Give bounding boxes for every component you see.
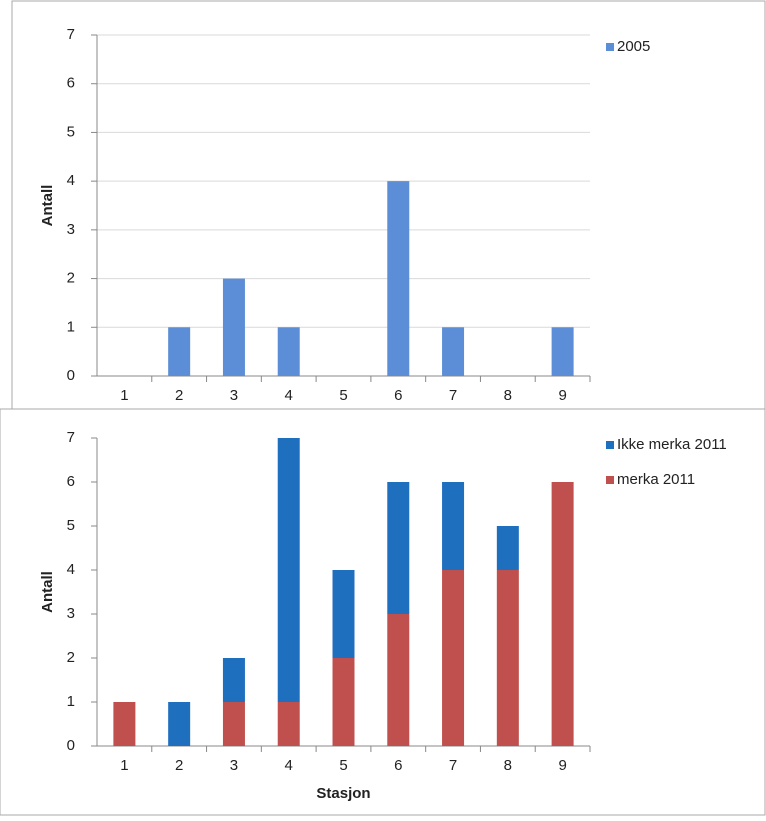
legend-label: merka 2011 <box>617 471 695 488</box>
legend-swatch <box>606 43 614 51</box>
bar-segment <box>387 482 410 614</box>
y-tick-label: 0 <box>67 737 75 754</box>
bar <box>168 327 191 376</box>
bar-segment <box>551 482 574 746</box>
x-tick-label: 6 <box>394 757 402 774</box>
y-axis-label: Antall <box>39 571 56 613</box>
bar <box>277 327 300 376</box>
x-tick-label: 5 <box>339 757 347 774</box>
x-tick-label: 1 <box>120 757 128 774</box>
x-axis-label: Stasjon <box>316 785 370 802</box>
x-tick-label: 8 <box>504 387 512 404</box>
legend-swatch <box>606 476 614 484</box>
y-tick-label: 0 <box>67 367 75 384</box>
bar-segment <box>222 658 245 702</box>
bar-segment <box>113 702 136 746</box>
bar-segment <box>442 570 465 746</box>
legend-label: Ikke merka 2011 <box>617 436 727 453</box>
panel-frame <box>0 408 766 816</box>
y-tick-label: 1 <box>67 693 75 710</box>
legend-swatch <box>606 441 614 449</box>
y-tick-label: 1 <box>67 318 75 335</box>
y-tick-label: 3 <box>67 221 75 238</box>
bar-segment <box>387 614 410 746</box>
y-tick-label: 7 <box>67 26 75 43</box>
x-tick-label: 9 <box>558 387 566 404</box>
y-tick-label: 2 <box>67 649 75 666</box>
x-tick-label: 8 <box>504 757 512 774</box>
y-tick-label: 7 <box>67 429 75 446</box>
bar-segment <box>277 438 300 702</box>
x-tick-label: 2 <box>175 757 183 774</box>
y-tick-label: 4 <box>67 561 75 578</box>
y-tick-label: 4 <box>67 172 75 189</box>
bar-segment <box>332 570 355 658</box>
y-tick-label: 6 <box>67 75 75 92</box>
bar <box>222 278 245 376</box>
y-tick-label: 6 <box>67 473 75 490</box>
bar-segment <box>332 658 355 746</box>
bar-segment <box>496 570 519 746</box>
bar <box>387 181 410 376</box>
y-axis-label: Antall <box>39 185 56 227</box>
y-tick-label: 3 <box>67 605 75 622</box>
bar-segment <box>222 702 245 746</box>
y-tick-label: 2 <box>67 270 75 287</box>
bar <box>442 327 465 376</box>
x-tick-label: 4 <box>285 757 293 774</box>
legend-label: 2005 <box>617 38 650 55</box>
bar-segment <box>496 526 519 570</box>
x-tick-label: 2 <box>175 387 183 404</box>
bar-segment <box>277 702 300 746</box>
bar-segment <box>442 482 465 570</box>
y-tick-label: 5 <box>67 123 75 140</box>
x-tick-label: 3 <box>230 387 238 404</box>
x-tick-label: 3 <box>230 757 238 774</box>
x-tick-label: 5 <box>339 387 347 404</box>
bar <box>551 327 574 376</box>
bar-segment <box>168 702 191 746</box>
x-tick-label: 6 <box>394 387 402 404</box>
x-tick-label: 9 <box>558 757 566 774</box>
x-tick-label: 4 <box>285 387 293 404</box>
x-tick-label: 7 <box>449 757 457 774</box>
y-tick-label: 5 <box>67 517 75 534</box>
x-tick-label: 1 <box>120 387 128 404</box>
x-tick-label: 7 <box>449 387 457 404</box>
